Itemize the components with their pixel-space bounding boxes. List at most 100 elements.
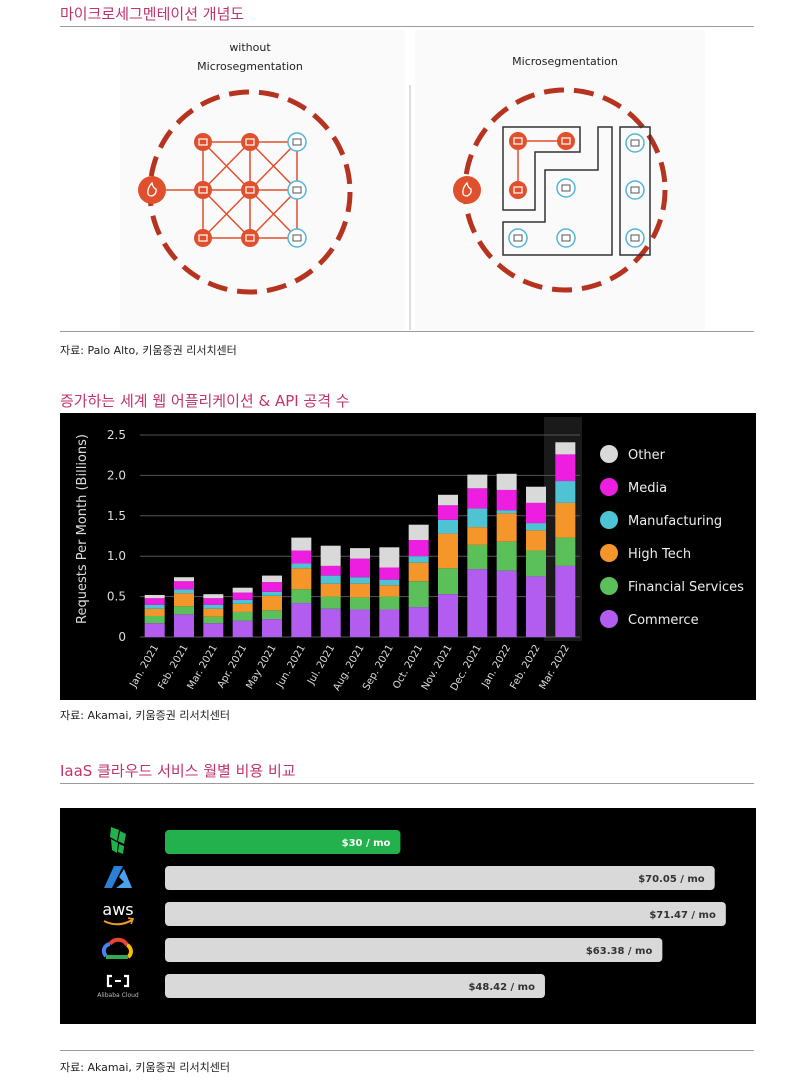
- bar-segment: [496, 570, 517, 637]
- bar-segment: [144, 608, 165, 616]
- bar-segment: [555, 454, 576, 482]
- bar-segment: [291, 589, 312, 604]
- bar-segment: [174, 593, 194, 607]
- bar-segment: [526, 576, 546, 637]
- attacker-fire-icon: [452, 175, 482, 205]
- bar-segment: [350, 583, 370, 598]
- bar-segment: [232, 592, 253, 600]
- bar-segment: [262, 582, 282, 592]
- azure-icon: [104, 866, 132, 888]
- bar-segment: [262, 575, 282, 583]
- bar-segment: [291, 537, 312, 551]
- bar-segment: [467, 488, 488, 509]
- bar-value-label: $30 / mo: [342, 838, 391, 849]
- bar-segment: [144, 598, 165, 605]
- bar-value-label: $48.42 / mo: [468, 982, 535, 993]
- bar-segment: [379, 609, 400, 637]
- microsegmentation-diagram: without Microsegmentation Microsegmentat…: [120, 30, 705, 330]
- bar-segment: [438, 568, 458, 595]
- bar-segment: [555, 565, 576, 637]
- alibaba-cloud-icon: Alibaba Cloud: [97, 974, 139, 999]
- bar-segment: [496, 473, 517, 490]
- bar-segment: [262, 591, 282, 596]
- bar-value-label: $70.05 / mo: [638, 874, 705, 885]
- legend-marker: [600, 478, 618, 496]
- bar-segment: [203, 623, 224, 637]
- bar-segment: [496, 541, 517, 571]
- bar-segment: [408, 607, 429, 637]
- legend-label: Media: [628, 481, 667, 496]
- bar-segment: [291, 603, 312, 637]
- bar-segment: [350, 577, 370, 584]
- y-tick-label: 1.5: [107, 509, 126, 523]
- bar-segment: [438, 519, 458, 534]
- bar-segment: [379, 596, 400, 610]
- bar-segment: [232, 587, 253, 593]
- bar-segment: [144, 604, 165, 609]
- legend-label: Commerce: [628, 613, 699, 628]
- bar-segment: [408, 540, 429, 557]
- bar-segment: [262, 595, 282, 611]
- source-note: 자료: Palo Alto, 키움증권 리서치센터: [60, 344, 237, 357]
- bar-segment: [203, 598, 224, 605]
- bar-segment: [496, 513, 517, 542]
- bar-segment: [408, 524, 429, 541]
- y-tick-label: 1.0: [107, 549, 126, 563]
- bar-segment: [262, 619, 282, 637]
- bar-segment: [174, 614, 194, 637]
- y-axis-label: Requests Per Month (Billions): [75, 434, 90, 624]
- linode-icon: [110, 827, 126, 854]
- bar-segment: [438, 533, 458, 569]
- bar-segment: [555, 442, 576, 455]
- iaas-cost-bar-chart: aws Alibaba Cloud $30 / mo $70.05 / mo $71…: [60, 808, 756, 1024]
- legend-marker: [600, 544, 618, 562]
- bar-segment: [408, 562, 429, 582]
- section-divider: [60, 1050, 754, 1051]
- label-without: without: [229, 41, 271, 54]
- cost-bar: [165, 830, 401, 854]
- svg-text:aws: aws: [102, 900, 133, 919]
- bar-segment: [379, 567, 400, 580]
- bar-segment: [555, 502, 576, 538]
- bar-segment: [526, 486, 546, 503]
- bar-segment: [144, 594, 165, 599]
- bar-segment: [350, 548, 370, 559]
- cost-bar: [165, 902, 726, 926]
- legend-label: High Tech: [628, 547, 691, 562]
- legend-label: Other: [628, 448, 666, 463]
- bar-segment: [467, 569, 488, 637]
- bar-segment: [232, 603, 253, 612]
- bar-segment: [291, 550, 312, 564]
- segment-boundaries: [502, 126, 651, 256]
- bar-segment: [232, 611, 253, 621]
- cost-bar: [165, 866, 715, 890]
- legend-label: Financial Services: [628, 580, 744, 595]
- bar-segment: [496, 489, 517, 511]
- y-tick-label: 2.0: [107, 468, 126, 482]
- section-title-iaas: IaaS 클라우드 서비스 월별 비용 비교: [60, 762, 296, 780]
- bar-segment: [467, 527, 488, 545]
- bar-segment: [496, 510, 517, 514]
- bar-segment: [438, 594, 458, 637]
- source-note: 자료: Akamai, 키움증권 리서치센터: [60, 1061, 230, 1074]
- bar-segment: [555, 481, 576, 503]
- bar-segment: [232, 620, 253, 637]
- label-microsegmentation: Microsegmentation: [512, 55, 618, 68]
- bar-segment: [467, 508, 488, 528]
- label-without-microsegmentation: Microsegmentation: [197, 60, 303, 73]
- y-tick-label: 2.5: [107, 428, 126, 442]
- google-cloud-icon: [101, 937, 133, 959]
- bar-segment: [379, 579, 400, 586]
- bar-segment: [350, 609, 370, 637]
- bar-segment: [350, 597, 370, 610]
- bar-segment: [291, 568, 312, 590]
- bar-segment: [203, 594, 224, 599]
- bar-segment: [320, 565, 341, 576]
- aws-icon: aws: [102, 900, 135, 926]
- bar-segment: [203, 604, 224, 609]
- cost-bar: [165, 938, 663, 962]
- bar-segment: [467, 544, 488, 570]
- section-title-microsegmentation: 마이크로세그멘테이션 개념도: [60, 5, 245, 23]
- attacker-fire-icon: [137, 175, 167, 205]
